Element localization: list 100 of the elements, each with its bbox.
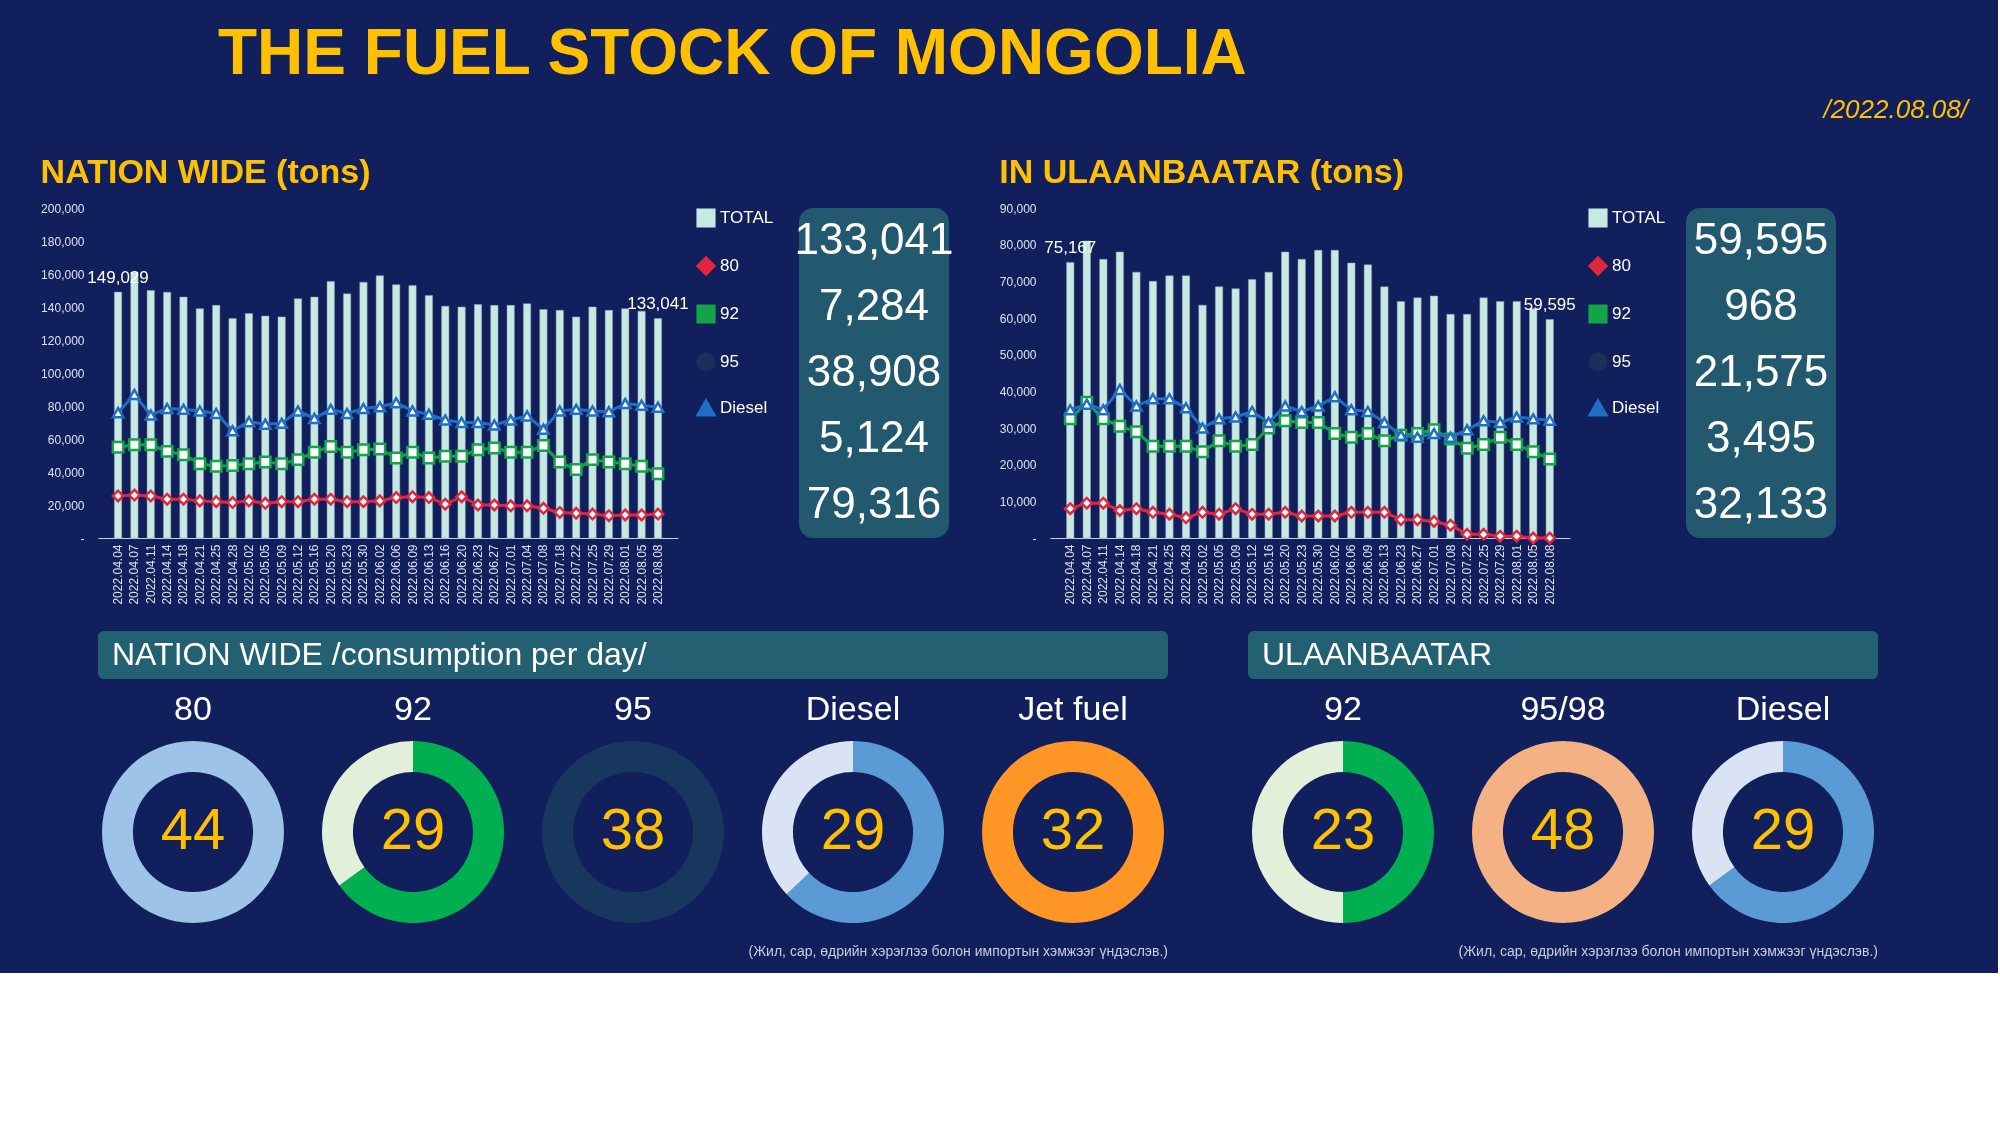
x-tick-label: 2022.05.23	[340, 544, 355, 605]
x-tick-label: 2022.06.06	[389, 544, 404, 605]
legend-label: Diesel	[1612, 398, 1660, 417]
x-tick-label: 2022.07.22	[569, 544, 584, 605]
x-tick-label: 2022.04.11	[143, 544, 158, 604]
x-tick-label: 2022.08.08	[650, 544, 665, 605]
x-tick-label: 2022.04.25	[209, 544, 224, 605]
x-tick-label: 2022.07.01	[1427, 544, 1442, 605]
text: 48	[1530, 796, 1596, 861]
text: 968	[1724, 280, 1798, 329]
x-tick-label: 2022.06.27	[487, 544, 502, 605]
chart-title: 80	[174, 689, 212, 727]
text: 79,316	[806, 478, 942, 527]
y-tick-label: 30,000	[999, 421, 1037, 436]
x-tick-label: 2022.07.04	[520, 544, 535, 605]
x-tick-label: 2022.04.04	[1063, 544, 1078, 605]
x-tick-label: 2022.06.13	[421, 544, 436, 605]
text: 21,575	[1693, 346, 1829, 395]
text: THE FUEL STOCK OF MONGOLIA	[218, 16, 1247, 88]
chart-title: 92	[1324, 689, 1362, 727]
x-tick-label: 2022.07.08	[1443, 544, 1458, 605]
y-tick-label: 180,000	[41, 234, 85, 249]
y-tick-label: 120,000	[41, 333, 85, 348]
y-tick-label: 90,000	[999, 201, 1037, 216]
text: /2022.08.08/	[1821, 94, 1971, 124]
y-tick-label: 20,000	[47, 498, 85, 513]
x-tick-label: 2022.04.25	[1162, 544, 1177, 605]
x-tick-label: 2022.05.16	[1261, 544, 1276, 605]
chart-title: Diesel	[1735, 689, 1831, 727]
y-tick-label: 60,000	[999, 311, 1037, 326]
y-tick-label: 80,000	[47, 399, 85, 414]
x-tick-label: 2022.06.13	[1377, 544, 1392, 605]
x-tick-label: 2022.05.05	[1212, 544, 1227, 605]
x-tick-label: 2022.04.14	[1112, 544, 1127, 605]
x-tick-label: 2022.06.09	[1360, 544, 1375, 605]
y-tick-label: 100,000	[41, 366, 85, 381]
x-tick-label: 2022.08.05	[1526, 544, 1541, 605]
x-tick-label: 2022.04.28	[1178, 544, 1193, 605]
y-tick-label: 50,000	[999, 348, 1037, 363]
x-tick-label: 2022.05.23	[1294, 544, 1309, 605]
x-tick-label: 2022.06.02	[372, 544, 387, 605]
text: 32,133	[1693, 478, 1829, 527]
y-tick-label: 40,000	[47, 465, 85, 480]
x-tick-label: 2022.07.25	[585, 544, 600, 605]
x-tick-label: 2022.07.22	[1460, 544, 1475, 605]
x-tick-label: 2022.06.09	[405, 544, 420, 605]
y-tick-label: -	[80, 531, 85, 546]
chart-title: 92	[394, 689, 432, 727]
x-tick-label: 2022.08.05	[634, 544, 649, 605]
data-label: 133,041	[627, 294, 689, 314]
legend-label: Diesel	[720, 398, 768, 417]
x-tick-label: 2022.04.07	[127, 544, 142, 605]
chart-title: NATION WIDE (tons)	[40, 152, 371, 190]
x-tick-label: 2022.07.18	[552, 544, 567, 605]
x-tick-label: 2022.05.20	[323, 544, 338, 605]
x-tick-label: 2022.04.14	[160, 544, 175, 605]
y-tick-label: 140,000	[41, 300, 85, 315]
x-tick-label: 2022.05.09	[274, 544, 289, 605]
x-tick-label: 2022.08.01	[1509, 544, 1524, 605]
text: 38	[600, 796, 666, 861]
text: NATION WIDE /consumption per day/	[112, 636, 647, 672]
text: 32	[1040, 796, 1106, 861]
x-tick-label: 2022.05.16	[307, 544, 322, 605]
x-tick-label: 2022.07.08	[536, 544, 551, 605]
text: 133,041	[794, 214, 954, 263]
text: 38,908	[806, 346, 942, 395]
y-tick-label: 80,000	[999, 238, 1037, 253]
text: 29	[820, 796, 886, 861]
text: 5,124	[818, 412, 930, 461]
text: 23	[1310, 796, 1376, 861]
text: (Жил, сар, өдрийн хэрэглээ болон импортын хэмжээг үндэслэв.)	[748, 943, 1168, 959]
y-tick-label: 160,000	[41, 267, 85, 282]
x-tick-label: 2022.06.20	[454, 544, 469, 605]
x-tick-label: 2022.04.18	[176, 544, 191, 605]
x-tick-label: 2022.04.11	[1096, 544, 1111, 604]
legend-label: 95	[720, 352, 739, 371]
data-label: 59,595	[1523, 295, 1576, 315]
x-tick-label: 2022.04.04	[111, 544, 126, 605]
text: 3,495	[1705, 412, 1817, 461]
y-tick-label: 70,000	[999, 274, 1037, 289]
x-tick-label: 2022.05.30	[356, 544, 371, 605]
x-tick-label: 2022.05.30	[1311, 544, 1326, 605]
legend-label: 80	[1612, 256, 1631, 275]
legend-label: 92	[720, 304, 739, 323]
chart-title: Jet fuel	[1018, 689, 1128, 727]
x-tick-label: 2022.06.06	[1344, 544, 1359, 605]
y-tick-label: 20,000	[999, 458, 1037, 473]
legend-label: 95	[1612, 352, 1631, 371]
x-tick-label: 2022.07.29	[601, 544, 616, 605]
legend-label: 80	[720, 256, 739, 275]
text: 44	[160, 796, 226, 861]
x-tick-label: 2022.05.12	[1245, 544, 1260, 605]
text: 59,595	[1693, 214, 1829, 263]
x-tick-label: 2022.04.18	[1129, 544, 1144, 605]
x-tick-label: 2022.05.05	[258, 544, 273, 605]
chart-title: 95	[614, 689, 652, 727]
x-tick-label: 2022.04.28	[225, 544, 240, 605]
text: (Жил, сар, өдрийн хэрэглээ болон импортын хэмжээг үндэслэв.)	[1458, 943, 1878, 959]
x-tick-label: 2022.07.25	[1476, 544, 1491, 605]
y-tick-label: -	[1032, 531, 1037, 546]
